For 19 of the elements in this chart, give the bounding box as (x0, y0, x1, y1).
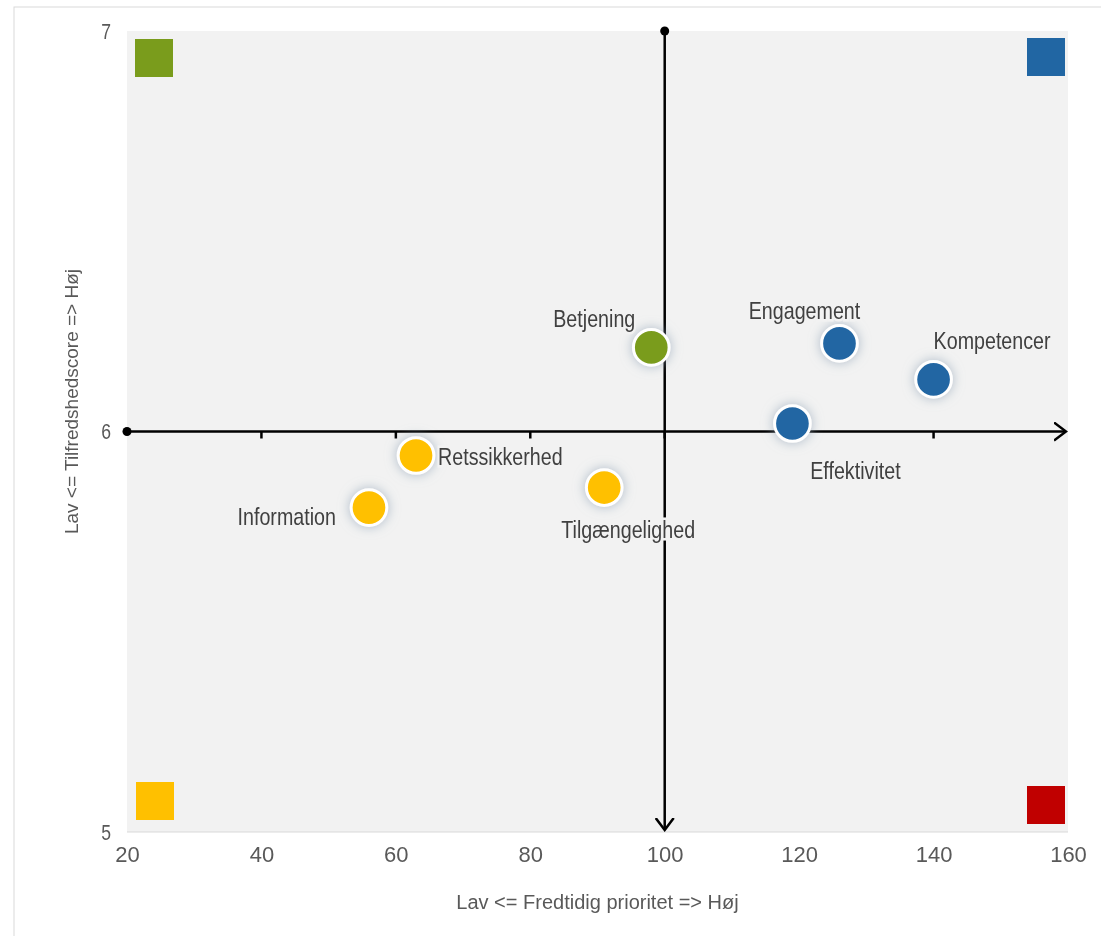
series-label: Kompetencer (933, 327, 1051, 355)
x-tick-label: 80 (518, 841, 544, 867)
y-axis-title: Lav <= Tilfredshedscore => Høj (61, 268, 82, 535)
series-label: Effektivitet (810, 457, 901, 485)
x-tick-label: 160 (1050, 841, 1087, 867)
y-tick-label: 6 (101, 419, 111, 444)
series-label: Retssikkerhed (438, 442, 563, 470)
series-label: Engagement (748, 297, 861, 325)
series-label: Information (237, 502, 336, 531)
x-tick-label: 20 (115, 841, 140, 867)
y-tick-label: 5 (101, 819, 111, 844)
x-tick-label: 40 (249, 841, 275, 867)
series-label: Betjening (553, 305, 636, 333)
x-tick-label: 100 (646, 841, 684, 867)
x-axis-title: Lav <= Fredtidig prioritet => Høj (456, 891, 739, 913)
y-tick-label: 7 (101, 18, 111, 43)
x-tick-label: 140 (915, 841, 953, 867)
x-tick-label: 60 (384, 841, 409, 867)
x-tick-label: 120 (781, 841, 818, 867)
